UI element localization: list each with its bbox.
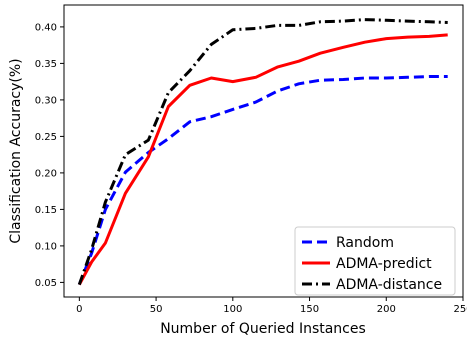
legend-label-adma-distance: ADMA-distance xyxy=(336,277,442,293)
y-tick-label: 0.10 xyxy=(35,241,57,252)
plot-frame xyxy=(63,4,464,298)
legend-label-adma-predict: ADMA-predict xyxy=(336,256,432,272)
y-tick-label: 0.05 xyxy=(35,278,57,289)
x-tick-label: 150 xyxy=(300,304,319,315)
series-line-adma-distance xyxy=(77,18,448,286)
x-tick-label: 100 xyxy=(223,304,242,315)
x-axis-label: Number of Queried Instances xyxy=(160,321,366,337)
x-tick-label: 0 xyxy=(76,304,82,315)
x-tick-label: 50 xyxy=(150,304,163,315)
series-line-random xyxy=(77,75,448,286)
y-tick-label: 0.35 xyxy=(35,59,57,70)
legend-box xyxy=(294,226,456,296)
y-tick-label: 0.15 xyxy=(35,205,57,216)
legend: Random ADMA-predict ADMA-distance xyxy=(294,226,456,296)
series-layer xyxy=(77,18,448,286)
y-tick-label: 0.40 xyxy=(35,22,57,33)
y-tick-label: 0.25 xyxy=(35,132,57,143)
y-axis-label: Classification Accuracy(%) xyxy=(8,58,24,243)
x-tick-label: 200 xyxy=(377,304,396,315)
legend-label-random: Random xyxy=(336,235,394,251)
tick-layer: 0 50 100 150 200 250 0.05 0.10 0.15 0.20 0.25 0.30 0… xyxy=(35,22,467,315)
series-line-adma-predict xyxy=(77,33,448,286)
y-tick-label: 0.20 xyxy=(35,168,57,179)
y-tick-label: 0.30 xyxy=(35,95,57,106)
x-tick-label: 250 xyxy=(453,304,467,315)
